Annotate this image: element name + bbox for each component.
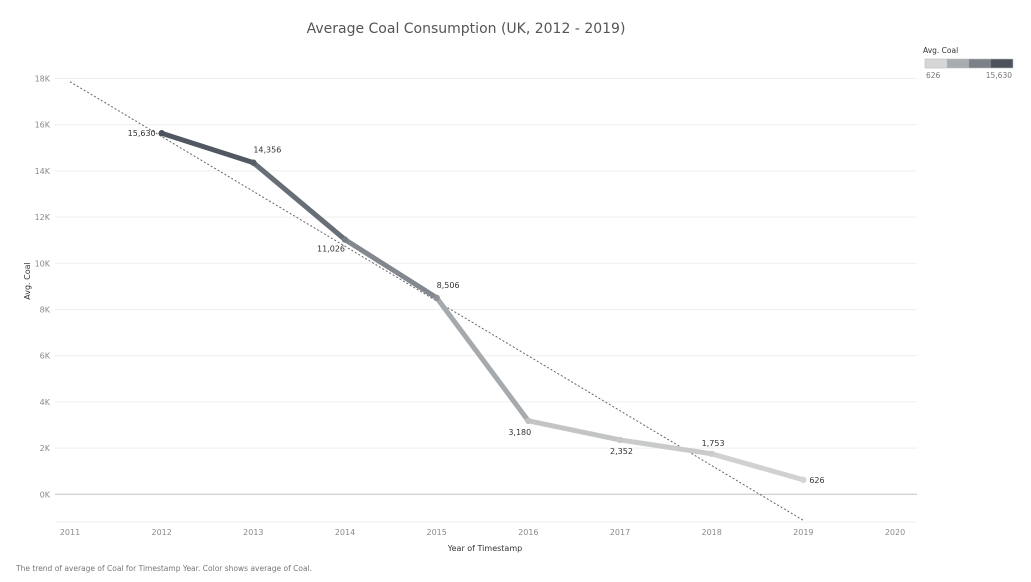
color-legend: Avg. Coal 626 15,630	[923, 46, 1014, 80]
y-tick-label: 6K	[40, 352, 51, 361]
x-axis-ticks: 2011 2012 2013 2014 2015 2016 2017 2018 2019 2020	[60, 528, 905, 537]
y-tick-label: 18K	[35, 74, 51, 83]
legend-color-ramp	[924, 58, 1014, 69]
data-label: 15,630	[128, 129, 156, 138]
x-tick-label: 2017	[610, 528, 630, 537]
gridlines	[55, 77, 917, 523]
y-axis-title: Avg. Coal	[23, 262, 32, 300]
data-labels: 15,630 14,356 11,026 8,506 3,180 2,352 1,753 62…	[128, 129, 825, 485]
x-tick-label: 2019	[793, 528, 813, 537]
line-segment	[617, 437, 715, 457]
legend-max-label: 15,630	[986, 71, 1012, 80]
line-segment	[159, 130, 256, 166]
line-segment	[434, 295, 531, 424]
x-tick-label: 2016	[518, 528, 538, 537]
x-tick-label: 2018	[701, 528, 721, 537]
x-tick-label: 2014	[335, 528, 355, 537]
legend-swatch	[947, 59, 969, 68]
y-axis-ticks: 0K 2K 4K 6K 8K 10K 12K 14K 16K 18K	[35, 74, 51, 499]
y-tick-label: 2K	[40, 444, 51, 453]
data-point[interactable]	[800, 476, 807, 484]
line-segment	[525, 418, 623, 443]
data-label: 2,352	[610, 447, 633, 456]
y-tick-label: 14K	[35, 167, 51, 176]
legend-swatch	[925, 59, 947, 68]
y-tick-label: 16K	[35, 121, 51, 130]
series-coal	[159, 130, 806, 483]
data-label: 11,026	[317, 245, 345, 254]
y-tick-label: 4K	[40, 398, 51, 407]
y-tick-label: 8K	[40, 305, 51, 314]
chart-title: Average Coal Consumption (UK, 2012 - 201…	[307, 21, 626, 37]
legend-swatch	[991, 59, 1013, 68]
legend-min-label: 626	[926, 71, 941, 80]
legend-swatch	[969, 59, 991, 68]
legend-title: Avg. Coal	[923, 46, 958, 55]
legend-swatch-border	[924, 58, 1014, 69]
x-tick-label: 2013	[243, 528, 263, 537]
data-point[interactable]	[708, 450, 715, 457]
x-tick-label: 2020	[885, 528, 905, 537]
chart-caption: The trend of average of Coal for Timesta…	[15, 564, 312, 573]
data-point[interactable]	[433, 294, 440, 301]
x-tick-label: 2012	[151, 528, 171, 537]
line-segment	[709, 451, 806, 483]
data-point[interactable]	[158, 130, 165, 137]
data-label: 14,356	[253, 146, 281, 155]
data-label: 626	[809, 476, 824, 485]
data-point[interactable]	[525, 417, 532, 425]
data-points	[158, 130, 807, 484]
x-tick-label: 2015	[426, 528, 446, 537]
y-tick-label: 10K	[35, 259, 51, 268]
data-point[interactable]	[250, 159, 257, 166]
data-point[interactable]	[616, 436, 624, 444]
y-tick-label: 12K	[35, 213, 51, 222]
line-segment	[250, 160, 348, 243]
x-tick-label: 2011	[60, 528, 80, 537]
data-label: 8,506	[437, 281, 460, 290]
x-axis-title: Year of Timestamp	[447, 544, 522, 553]
data-point[interactable]	[341, 236, 349, 243]
data-label: 3,180	[508, 428, 531, 437]
y-tick-label: 0K	[40, 490, 51, 499]
line-segment	[342, 237, 440, 301]
data-label: 1,753	[702, 439, 725, 448]
